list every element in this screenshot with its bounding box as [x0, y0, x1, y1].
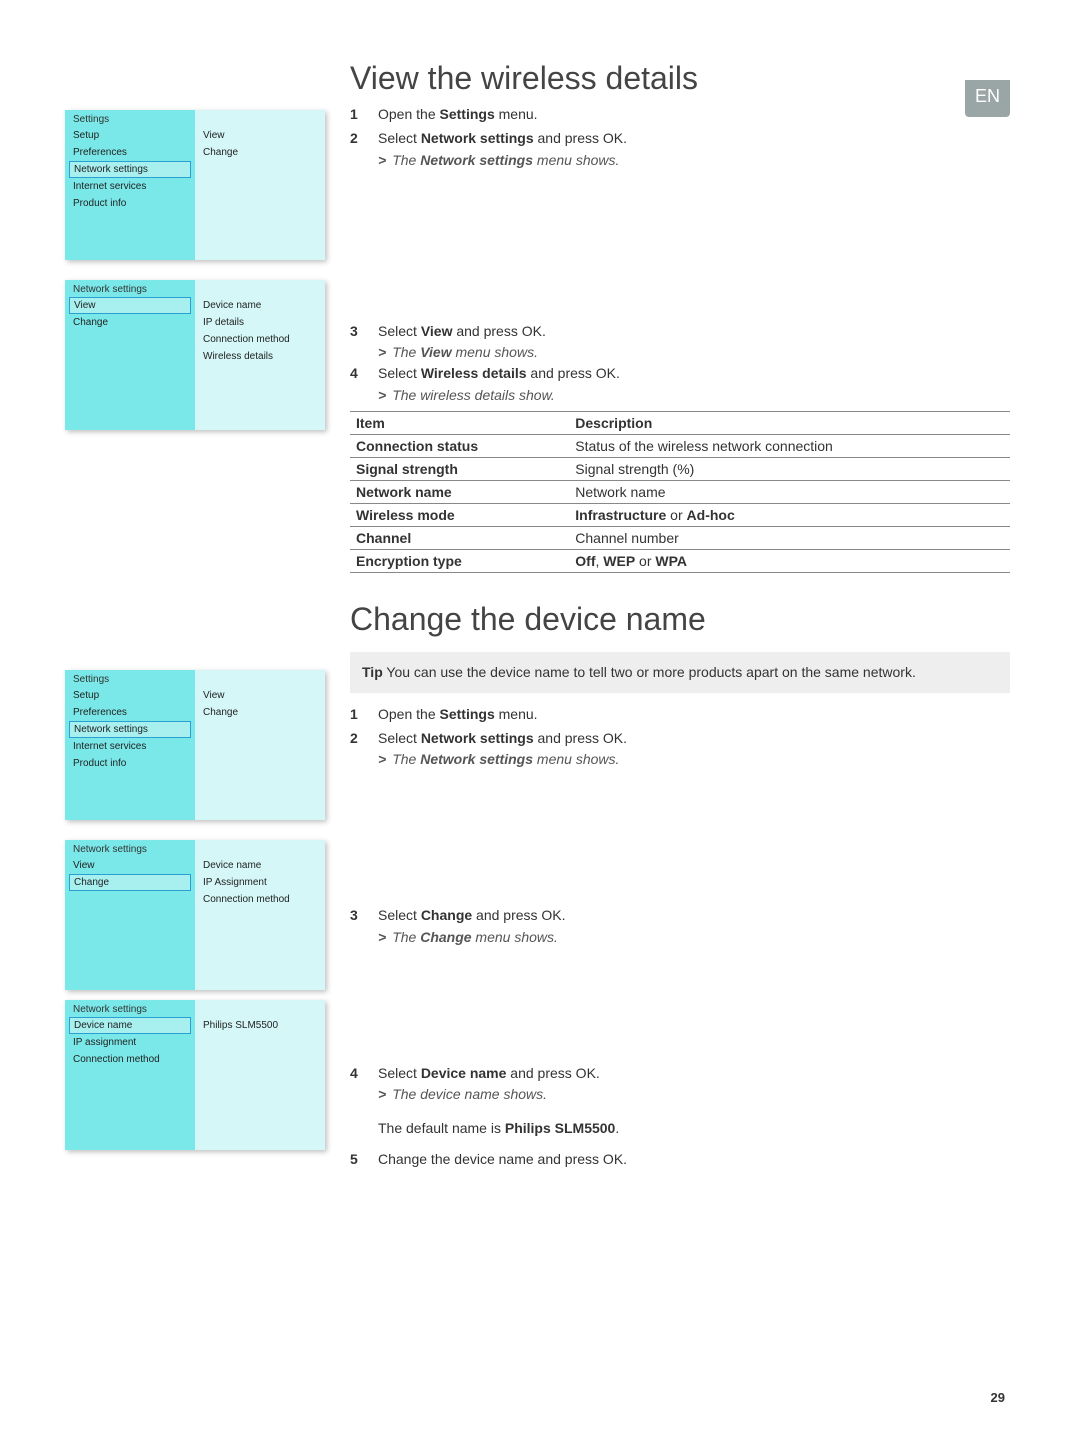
menu-item: Internet services — [65, 738, 195, 755]
step-item: 2Select Network settings and press OK. — [350, 127, 1010, 149]
menu-item-selected: Device name — [69, 1017, 191, 1034]
table-cell: Off, WEP or WPA — [569, 549, 1010, 572]
menu-header: Network settings — [65, 280, 195, 297]
menu-item: Product info — [65, 195, 195, 212]
table-cell: Status of the wireless network connectio… — [569, 434, 1010, 457]
table-row: ChannelChannel number — [350, 526, 1010, 549]
menu-item: Connection method — [195, 891, 325, 908]
step-item: 4Select Device name and press OK. — [350, 1062, 1010, 1084]
menu-item: Setup — [65, 687, 195, 704]
section-title: View the wireless details — [350, 60, 1010, 97]
section-title: Change the device name — [350, 601, 1010, 638]
menu-item: Preferences — [65, 704, 195, 721]
result-line: >The Network settings menu shows. — [350, 152, 1010, 168]
result-line: >The device name shows. — [350, 1086, 1010, 1102]
table-cell: Signal strength (%) — [569, 457, 1010, 480]
menu-network-change: Network settings View Change Device name… — [65, 840, 325, 990]
table-cell: Channel — [350, 526, 569, 549]
menu-item-selected: Network settings — [69, 161, 191, 178]
menu-item: View — [65, 857, 195, 874]
step-list: 3Select Change and press OK. — [350, 904, 1010, 926]
table-cell: Wireless mode — [350, 503, 569, 526]
step-item: 1Open the Settings menu. — [350, 103, 1010, 125]
table-cell: Network name — [569, 480, 1010, 503]
menu-settings-1: Settings Setup Preferences Network setti… — [65, 110, 325, 260]
menu-item: IP Assignment — [195, 874, 325, 891]
menu-item-selected: View — [69, 297, 191, 314]
menu-item: IP details — [195, 314, 325, 331]
menu-header: Settings — [65, 110, 195, 127]
result-line: >The Network settings menu shows. — [350, 751, 1010, 767]
step-item: 2Select Network settings and press OK. — [350, 727, 1010, 749]
menu-item: Preferences — [65, 144, 195, 161]
table-cell: Signal strength — [350, 457, 569, 480]
table-row: Signal strengthSignal strength (%) — [350, 457, 1010, 480]
menu-item: Wireless details — [195, 348, 325, 365]
menu-item: Change — [195, 144, 325, 161]
menu-item: Change — [65, 314, 195, 331]
menu-item: Device name — [195, 857, 325, 874]
step-list: 5Change the device name and press OK. — [350, 1148, 1010, 1170]
menu-header: Network settings — [65, 840, 195, 857]
menu-item: View — [195, 127, 325, 144]
table-header: Item — [350, 411, 569, 434]
step-list: 3Select View and press OK. — [350, 320, 1010, 342]
step-list: 1Open the Settings menu.2Select Network … — [350, 703, 1010, 750]
menu-item: Philips SLM5500 — [195, 1017, 325, 1034]
step-item: 4Select Wireless details and press OK. — [350, 362, 1010, 384]
result-line: >The wireless details show. — [350, 387, 1010, 403]
menu-item: Change — [195, 704, 325, 721]
menu-item: Device name — [195, 297, 325, 314]
menu-network-view: Network settings View Change Device name… — [65, 280, 325, 430]
table-cell: Connection status — [350, 434, 569, 457]
menu-item: Internet services — [65, 178, 195, 195]
menu-item: View — [195, 687, 325, 704]
step-list: 1Open the Settings menu.2Select Network … — [350, 103, 1010, 150]
table-header: Description — [569, 411, 1010, 434]
table-cell: Channel number — [569, 526, 1010, 549]
step-item: 1Open the Settings menu. — [350, 703, 1010, 725]
page-number: 29 — [991, 1390, 1005, 1405]
menu-header: Network settings — [65, 1000, 195, 1017]
menu-item: Connection method — [65, 1051, 195, 1068]
step-list: 4Select Device name and press OK. — [350, 1062, 1010, 1084]
wireless-details-table: Item Description Connection statusStatus… — [350, 411, 1010, 573]
table-cell: Encryption type — [350, 549, 569, 572]
result-line: >The View menu shows. — [350, 344, 1010, 360]
step-item: 3Select View and press OK. — [350, 320, 1010, 342]
step-item: 3Select Change and press OK. — [350, 904, 1010, 926]
menu-settings-2: Settings Setup Preferences Network setti… — [65, 670, 325, 820]
table-row: Wireless modeInfrastructure or Ad-hoc — [350, 503, 1010, 526]
table-row: Encryption typeOff, WEP or WPA — [350, 549, 1010, 572]
table-row: Connection statusStatus of the wireless … — [350, 434, 1010, 457]
table-row: Network nameNetwork name — [350, 480, 1010, 503]
result-line: >The Change menu shows. — [350, 929, 1010, 945]
table-cell: Infrastructure or Ad-hoc — [569, 503, 1010, 526]
tip-box: Tip You can use the device name to tell … — [350, 652, 1010, 693]
menu-item-selected: Change — [69, 874, 191, 891]
menu-item: Product info — [65, 755, 195, 772]
menu-header: Settings — [65, 670, 195, 687]
menu-change-device: Network settings Device name IP assignme… — [65, 1000, 325, 1150]
menu-item: Connection method — [195, 331, 325, 348]
menu-item: IP assignment — [65, 1034, 195, 1051]
table-cell: Network name — [350, 480, 569, 503]
menu-item-selected: Network settings — [69, 721, 191, 738]
menu-item: Setup — [65, 127, 195, 144]
step-item: 5Change the device name and press OK. — [350, 1148, 1010, 1170]
step-list: 4Select Wireless details and press OK. — [350, 362, 1010, 384]
default-name-line: The default name is Philips SLM5500. — [350, 1120, 1010, 1136]
